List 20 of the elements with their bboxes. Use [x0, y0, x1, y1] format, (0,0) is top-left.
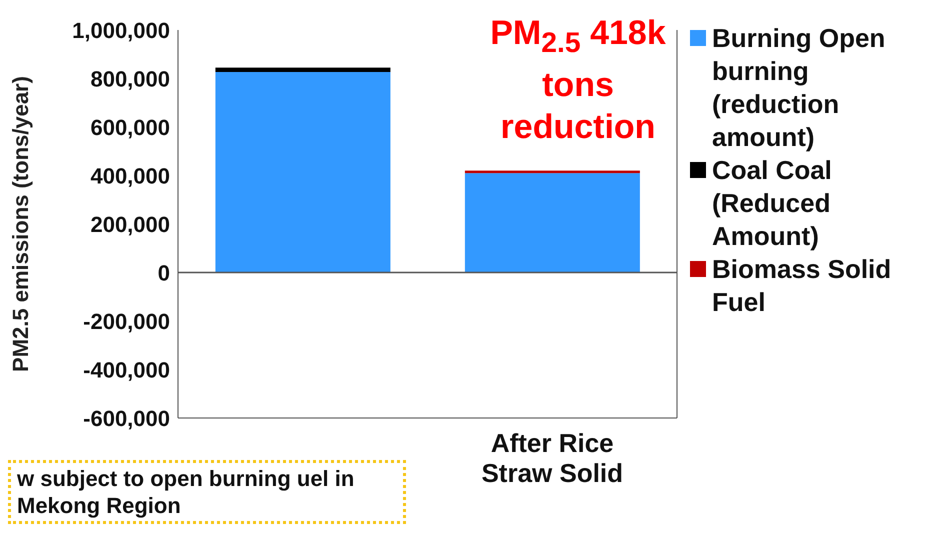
bar	[464, 173, 640, 272]
bar	[215, 68, 390, 72]
y-axis-title: PM2.5 emissions (tons/year)	[8, 76, 33, 372]
text: w subject to open burning uel in Mekong Region	[8, 460, 406, 524]
y-tick-label: -400,000	[83, 357, 170, 382]
annotation: PM$_{2.5}$ 418k tons reduction	[489, 13, 667, 148]
legend-label: Burning Open burning (reduction amount)	[712, 22, 886, 154]
bar	[215, 72, 390, 272]
y-tick-label: 600,000	[90, 114, 170, 140]
bar	[464, 170, 640, 174]
legend-label: Coal Coal (Reduced Amount)	[712, 154, 833, 253]
y-tick-label: 0	[158, 260, 170, 286]
y-tick-label: 200,000	[90, 212, 170, 237]
y-tick-label: 400,000	[90, 163, 170, 188]
y-tick-label: -600,000	[83, 406, 170, 431]
x-tick-label: After Rice Straw Solid	[481, 428, 624, 488]
y-tick-label: 800,000	[90, 66, 170, 92]
legend-label: Biomass Solid Fuel	[712, 253, 892, 319]
y-tick-label: -200,000	[83, 308, 170, 334]
y-tick-label: 1,000,000	[72, 18, 170, 43]
